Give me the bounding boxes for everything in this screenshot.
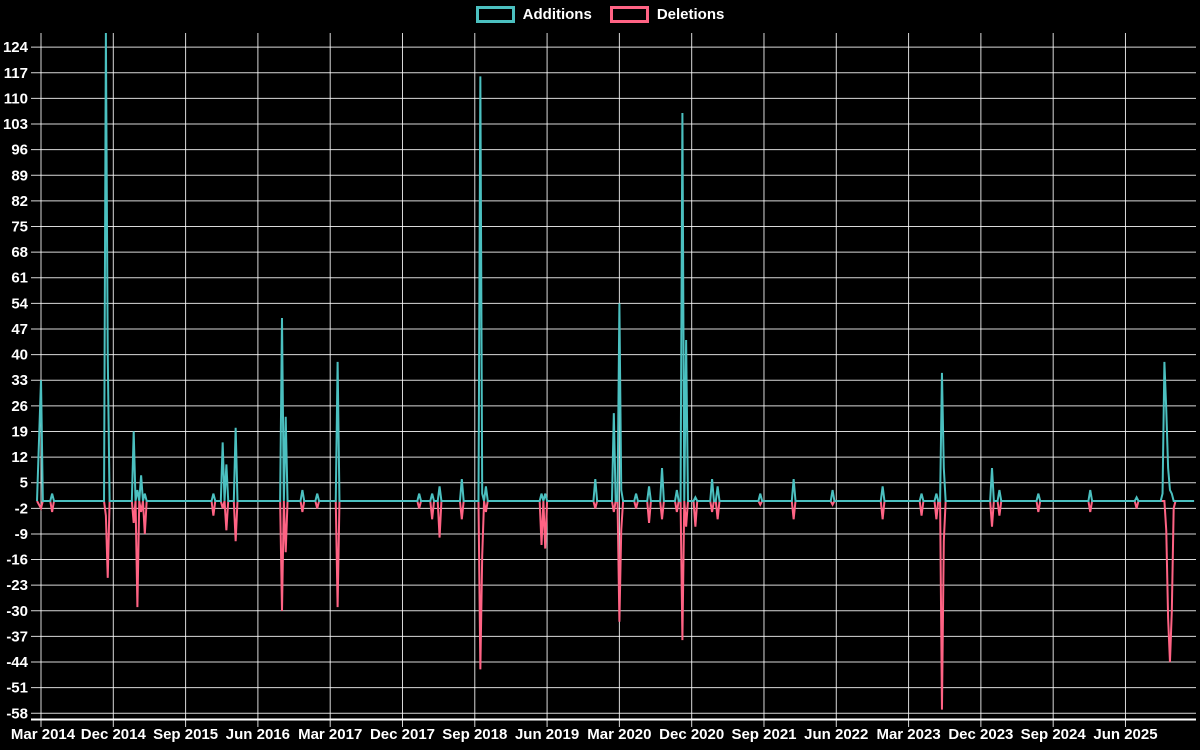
y-axis-tick-label: -9 [15, 526, 28, 543]
x-axis-tick-label: Dec 2017 [370, 726, 435, 743]
x-axis-tick-label: Sep 2018 [442, 726, 507, 743]
y-axis-tick-label: 33 [11, 372, 28, 389]
x-axis-tick-label: Mar 2023 [876, 726, 940, 743]
y-axis-tick-label: 54 [11, 295, 28, 312]
x-axis-tick-label: Dec 2023 [948, 726, 1013, 743]
legend-item-additions[interactable]: Additions [475, 5, 592, 23]
x-axis-tick-label: Sep 2015 [153, 726, 218, 743]
additions-swatch-icon [475, 6, 515, 23]
y-axis-tick-label: -58 [6, 705, 28, 722]
y-axis-tick-label: 82 [11, 193, 28, 210]
legend-label-additions: Additions [522, 5, 592, 23]
x-axis-tick-label: Jun 2019 [515, 726, 579, 743]
x-axis-tick-label: Dec 2014 [81, 726, 147, 743]
y-axis-tick-label: 40 [11, 347, 28, 364]
y-axis-tick-label: 117 [4, 65, 28, 82]
y-axis-tick-label: -44 [6, 654, 28, 671]
y-axis-tick-label: -37 [6, 628, 28, 645]
y-axis-tick-label: 61 [11, 270, 28, 287]
x-axis-tick-label: Dec 2020 [659, 726, 724, 743]
x-axis-tick-label: Mar 2017 [298, 726, 362, 743]
y-axis-tick-label: -30 [6, 603, 28, 620]
chart-legend: Additions Deletions [0, 6, 1200, 23]
y-axis-tick-label: 103 [3, 116, 28, 133]
y-axis-tick-label: 5 [20, 475, 28, 492]
y-axis-tick-label: 26 [11, 398, 28, 415]
x-axis-tick-label: Sep 2021 [731, 726, 796, 743]
x-axis-tick-label: Sep 2024 [1021, 726, 1087, 743]
x-axis-tick-label: Mar 2014 [11, 726, 76, 743]
x-axis-tick-label: Jun 2016 [226, 726, 290, 743]
y-axis-tick-label: -23 [6, 577, 28, 594]
legend-label-deletions: Deletions [656, 5, 725, 23]
y-axis-tick-label: 124 [3, 39, 29, 56]
y-axis-tick-label: 75 [11, 219, 28, 236]
y-axis-tick-label: 12 [11, 449, 28, 466]
y-axis-tick-label: -51 [6, 680, 28, 697]
legend-item-deletions[interactable]: Deletions [609, 5, 725, 23]
y-axis-tick-label: 110 [4, 90, 28, 107]
x-axis-tick-label: Jun 2025 [1093, 726, 1157, 743]
x-axis-tick-label: Mar 2020 [587, 726, 651, 743]
y-axis-tick-label: 89 [11, 167, 28, 184]
y-axis-tick-label: 47 [11, 321, 28, 338]
y-axis-tick-label: 68 [11, 244, 28, 261]
deletions-line-series [36, 500, 1195, 710]
y-axis-tick-label: 19 [11, 423, 28, 440]
y-axis-tick-label: 96 [11, 142, 28, 159]
y-axis-tick-label: -16 [6, 552, 28, 569]
x-axis-tick-label: Jun 2022 [804, 726, 868, 743]
deletions-swatch-icon [609, 6, 649, 23]
additions-line-series [36, 32, 1195, 502]
y-axis-tick-label: -2 [15, 500, 28, 517]
